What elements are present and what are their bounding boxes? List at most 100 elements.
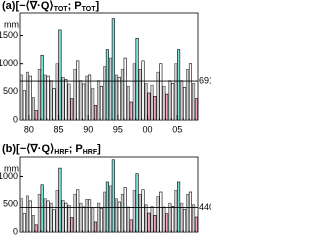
bar [43,198,47,233]
bar [144,204,148,233]
bar [88,74,92,121]
bar [99,208,104,233]
bar [165,213,169,233]
bar [105,181,109,233]
bar [135,173,139,233]
bar [28,75,32,121]
bar [91,208,95,233]
x-tick-label: 05 [172,124,182,134]
bar [67,83,71,121]
panel-title: (b)[−⟨∇·Q⟩HRF; PHRF] [2,143,101,156]
bar [120,69,124,121]
bar [162,85,166,121]
title-part: (a)[−⟨∇·Q⟩ [2,0,54,12]
bar [37,69,41,121]
title-part: (b)[−⟨∇·Q⟩ [2,143,54,155]
bar [114,74,118,121]
bar [82,206,86,233]
plot-frame [19,156,199,233]
bar [126,85,130,121]
bar [123,187,127,233]
bar [103,191,107,233]
plot-frame [19,12,199,121]
bar [34,110,38,121]
bar [147,92,151,121]
bar [126,206,130,233]
bar [76,189,80,233]
bar [165,93,169,121]
title-part: ] [97,143,101,155]
bar [58,167,62,233]
bar [28,200,32,233]
bar [153,215,157,233]
bar [93,221,98,233]
bar [49,80,53,121]
bar [46,200,50,233]
bar [138,193,142,233]
bar [171,83,175,121]
bar [52,209,56,233]
bar [171,206,175,233]
bar [37,193,41,233]
title-part: TOT [82,6,97,13]
x-tick-label: 95 [113,124,123,134]
bar [58,29,62,121]
bar [141,60,145,121]
bar [76,60,80,121]
bar [97,80,101,121]
bar [194,216,198,233]
bar [117,201,121,233]
bar [64,202,68,233]
bar [91,88,95,121]
bar [61,200,65,233]
y-tick-label: 1500 [0,30,18,40]
bar [61,76,65,121]
bar [103,66,107,121]
bar [22,213,26,233]
panel-title: (a)[−⟨∇·Q⟩TOT; PTOT] [2,0,100,13]
bar [34,224,38,233]
bar [186,69,190,121]
title-part: ; P [69,143,83,155]
bar [70,98,74,121]
bar [20,198,24,233]
x-tick-label: 85 [54,124,64,134]
bar [194,98,198,121]
x-tick-label: 80 [24,124,34,134]
title-part: ] [96,0,100,12]
bar [22,90,26,121]
bar [70,217,74,233]
bar [55,190,59,233]
bar [180,80,184,121]
bar [186,193,190,233]
bar [64,79,68,121]
bar [88,199,92,233]
bar [182,87,187,121]
bar [40,184,44,233]
bar [55,63,59,121]
y-tick-label: 500 [3,86,18,96]
bar [99,85,104,121]
title-part: HRF [83,149,98,156]
reference-label: 691 [199,75,211,85]
title-part: ; P [68,0,82,12]
title-part: HRF [54,149,69,156]
bar [93,105,98,121]
x-tick-label: 90 [83,124,93,134]
bar [111,159,115,233]
bar [114,198,118,233]
title-part: TOT [54,6,69,13]
bar [153,96,157,121]
bar [25,71,29,121]
bar [117,76,121,121]
y-tick-label: 0 [13,226,18,236]
bar [31,215,35,233]
bar [162,206,166,233]
bar [132,190,136,233]
y-axis-label: mm [4,163,19,173]
bar [168,80,172,121]
bar [109,185,113,233]
bar [43,74,47,121]
bar [182,208,187,233]
